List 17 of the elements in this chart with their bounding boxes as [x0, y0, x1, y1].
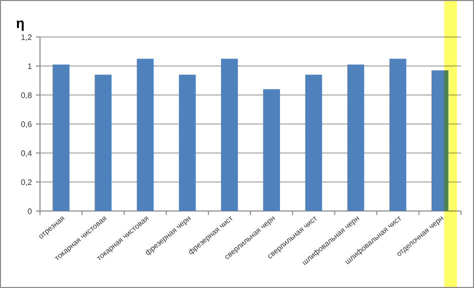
- y-tick-label: 1: [28, 62, 33, 71]
- bar: [263, 89, 280, 211]
- bar: [347, 64, 364, 211]
- bar: [94, 74, 112, 211]
- y-tick-label: 0,8: [20, 90, 33, 100]
- bar: [389, 58, 406, 211]
- bar: [178, 74, 196, 211]
- bar: [136, 58, 154, 211]
- bar: [221, 58, 238, 211]
- bar: [52, 64, 70, 211]
- y-axis-title: η: [16, 15, 25, 31]
- bar: [305, 74, 322, 211]
- y-tick-label: 0: [28, 206, 33, 216]
- y-tick-label: 1,2: [20, 32, 33, 42]
- y-tick-label: 0,6: [20, 120, 33, 129]
- y-tick-label: 0,4: [20, 148, 33, 158]
- y-tick-label: 0,2: [20, 178, 33, 187]
